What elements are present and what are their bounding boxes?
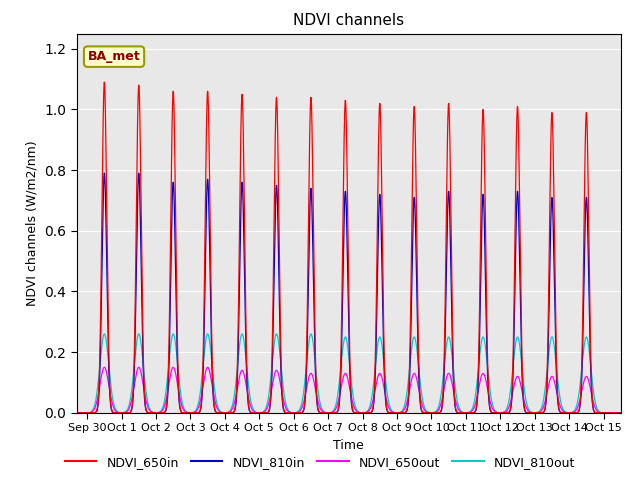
Legend: NDVI_650in, NDVI_810in, NDVI_650out, NDVI_810out: NDVI_650in, NDVI_810in, NDVI_650out, NDV… <box>60 451 580 474</box>
X-axis label: Time: Time <box>333 439 364 452</box>
Text: BA_met: BA_met <box>88 50 140 63</box>
Y-axis label: NDVI channels (W/m2/nm): NDVI channels (W/m2/nm) <box>26 140 39 306</box>
Title: NDVI channels: NDVI channels <box>293 13 404 28</box>
